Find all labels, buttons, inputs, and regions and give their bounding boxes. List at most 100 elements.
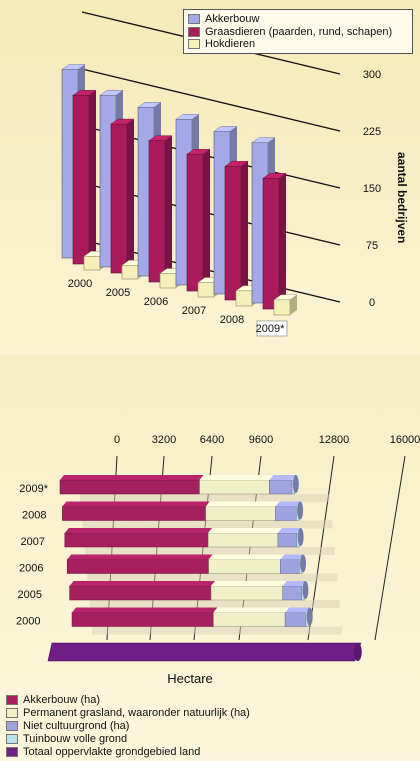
category-label: 2005 [18,589,42,601]
legend-label: Totaal oppervlakte grondgebied land [23,745,201,758]
y-tick-labels: 0 75 150 225 300 [363,69,381,309]
bar-segment [275,506,297,521]
category-label: 2005 [106,287,130,299]
bar-side [127,119,134,273]
bar-segment-top [60,475,204,480]
bar-segment-top [275,501,301,507]
bar-segment-top [205,501,280,507]
bar-segment-top [62,501,210,507]
legend-swatch [188,26,200,37]
bar-shadow [89,600,340,608]
bar-segment [282,585,302,601]
y-tick-label: 75 [366,240,378,252]
legend-swatch [188,14,200,25]
bar-side [203,149,210,291]
bar-cap [300,554,307,573]
bar-side [241,161,248,300]
bar-shadow [87,573,338,582]
legend-item-hokdieren: Hokdieren [184,38,410,51]
bar-group [137,102,184,289]
bar-group [175,114,222,298]
bar-segment-top [269,475,296,480]
bar-shadow [84,547,335,555]
x-tick-label: 12800 [319,434,350,446]
bar-segment [66,559,209,574]
category-label: 2006 [19,563,43,575]
bar-group [251,137,298,316]
legend-label: Niet cultuurgrond (ha) [23,719,130,732]
category-label: 2009* [256,323,285,335]
bar-shadow [82,520,333,529]
bar-segment-top [213,607,290,613]
legend-label: Akkerbouw [205,13,260,26]
bar-segment-top [67,554,213,560]
stacked-bar-row [59,475,330,502]
bar-cap [302,581,309,599]
bar-segment [207,532,279,548]
category-label: 2008 [22,510,46,522]
bar-segment [269,479,293,495]
bar-groups [61,64,298,316]
bar-segment [280,559,300,574]
legend-bottom: Akkerbouw (ha) Permanent grasland, waaro… [6,693,250,758]
bar-group [99,90,146,280]
bar-segment [199,479,270,495]
gridline [374,455,406,641]
bar-segment [205,506,276,521]
total-bar-front [47,642,362,662]
bar-segment-top [64,528,213,533]
bar-segment [62,506,206,521]
bar-segment [210,585,283,601]
bar-cap [297,501,304,520]
bar-segment-top [72,607,218,613]
bar-segment-top [280,554,304,560]
stacked-bar-row [66,554,338,582]
bar-segment-top [211,581,287,586]
stacked-bar-row [69,581,340,608]
legend-item-grasland: Permanent grasland, waaronder natuurlijk… [6,706,250,719]
bar-segment [213,612,286,627]
bar-segment [208,559,281,574]
x-tick-labels: 0 3200 6400 9600 12800 16000 [114,434,420,446]
gridline [81,68,341,132]
bar-segment [69,585,212,601]
legend-label: Graasdieren (paarden, rund, schapen) [205,25,393,38]
bar-segment-top [208,554,285,560]
category-labels: 2009* 2008 2007 2006 2005 2000 [16,483,49,628]
bar-shadow [80,494,330,502]
stacked-bar-row [64,528,335,555]
legend-label: Tuinbouw volle grond [23,732,128,745]
legend-swatch [6,733,18,744]
bar-segment-top [285,607,310,613]
legend-item-akkerbouw-ha: Akkerbouw (ha) [6,693,250,706]
category-label: 2006 [144,296,168,308]
legend-label: Akkerbouw (ha) [23,693,101,706]
stacked-bar-row [71,607,342,635]
x-tick-label: 6400 [200,434,224,446]
bar-segment-top [208,528,282,533]
bar-side [89,90,96,264]
legend-swatch [6,707,18,718]
category-label-box [256,320,288,337]
category-labels: 2000 2005 2006 2007 2008 2009* [68,278,288,337]
bar-segment-top [282,581,306,586]
legend-swatch [188,39,200,50]
bar-side [279,173,286,309]
bar-group [61,64,108,271]
y-tick-label: 300 [363,69,381,81]
legend-label: Permanent grasland, waaronder natuurlijk… [23,706,250,719]
legend-swatch [6,720,18,731]
bar-cap [306,607,313,626]
bar-side [290,294,297,315]
stacked-bars [59,475,342,635]
legend-top: Akkerbouw Graasdieren (paarden, rund, sc… [183,9,413,54]
bar-segment-top [199,475,274,480]
category-label: 2000 [16,616,40,628]
legend-item-totaal: Totaal oppervlakte grondgebied land [6,745,250,758]
bar-segment [277,532,298,548]
category-label: 2000 [68,278,92,290]
x-tick-label: 3200 [152,434,176,446]
total-bar [47,642,362,662]
bar-segment [64,532,209,548]
